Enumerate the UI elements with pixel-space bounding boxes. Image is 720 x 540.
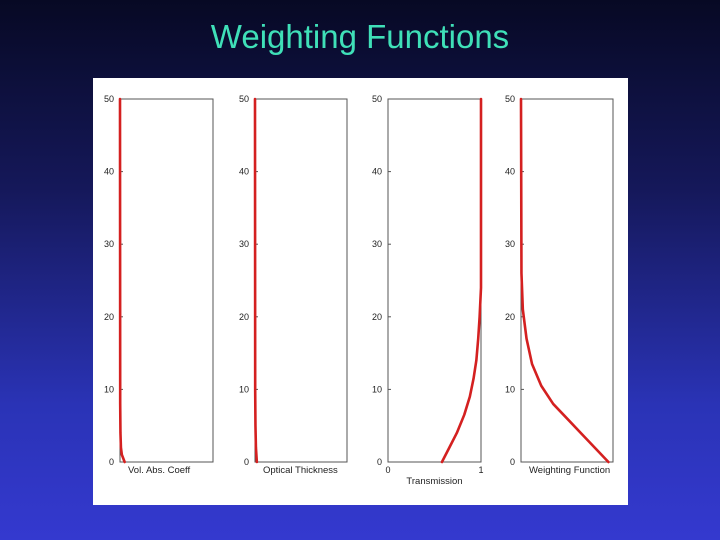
chart-3-ytick-label-0: 0 bbox=[377, 457, 382, 467]
chart-1-ytick-label-40: 40 bbox=[104, 167, 114, 177]
chart-1-frame bbox=[119, 98, 214, 463]
chart-3-ytick-label-20: 20 bbox=[372, 312, 382, 322]
chart-1-ytick-label-10: 10 bbox=[104, 384, 114, 394]
chart-4-series-1-line bbox=[519, 97, 610, 464]
chart-4-xlabel: Weighting Function bbox=[529, 465, 610, 476]
chart-4-ytick-label-40: 40 bbox=[505, 167, 515, 177]
slide-title: Weighting Functions bbox=[210, 18, 510, 55]
chart-4-ytick-label-10: 10 bbox=[505, 384, 515, 394]
chart-1-ytick-label-20: 20 bbox=[104, 312, 114, 322]
chart-1-ytick-label-0: 0 bbox=[109, 457, 114, 467]
chart-2-ytick-label-30: 30 bbox=[239, 239, 249, 249]
chart-2-frame bbox=[254, 98, 348, 463]
chart-3-xtick-label-1: 1 bbox=[478, 465, 483, 475]
chart-3-xlabel: Transmission bbox=[406, 476, 462, 487]
chart-3-ytick-label-40: 40 bbox=[372, 167, 382, 177]
chart-2-ytick-label-40: 40 bbox=[239, 167, 249, 177]
chart-1-series-1-line bbox=[118, 97, 126, 464]
chart-2-ytick-label-20: 20 bbox=[239, 312, 249, 322]
chart-4-ytick-label-30: 30 bbox=[505, 239, 515, 249]
chart-3-ytick-label-10: 10 bbox=[372, 384, 382, 394]
figure-panel: 0 10 20 30 40 50 Vol. Abs. Coeff 0 10 20 30 40 50 Opt… bbox=[93, 78, 628, 505]
chart-4-ytick-label-20: 20 bbox=[505, 312, 515, 322]
chart-3-ytick-label-50: 50 bbox=[372, 94, 382, 104]
chart-3-xtick-label-0: 0 bbox=[385, 465, 390, 475]
chart-4-frame bbox=[520, 98, 614, 463]
chart-3-ytick-label-30: 30 bbox=[372, 239, 382, 249]
chart-2-ytick-label-50: 50 bbox=[239, 94, 249, 104]
chart-1-xlabel: Vol. Abs. Coeff bbox=[128, 465, 191, 476]
chart-2-series-1-line bbox=[253, 97, 259, 464]
chart-2-xlabel: Optical Thickness bbox=[263, 465, 338, 476]
chart-1-ytick-label-50: 50 bbox=[104, 94, 114, 104]
chart-2-ytick-label-0: 0 bbox=[244, 457, 249, 467]
chart-1-ytick-label-30: 30 bbox=[104, 239, 114, 249]
chart-2-ytick-label-10: 10 bbox=[239, 384, 249, 394]
chart-4-ytick-label-0: 0 bbox=[510, 457, 515, 467]
chart-3-series-1-line bbox=[440, 97, 483, 464]
chart-4-ytick-label-50: 50 bbox=[505, 94, 515, 104]
